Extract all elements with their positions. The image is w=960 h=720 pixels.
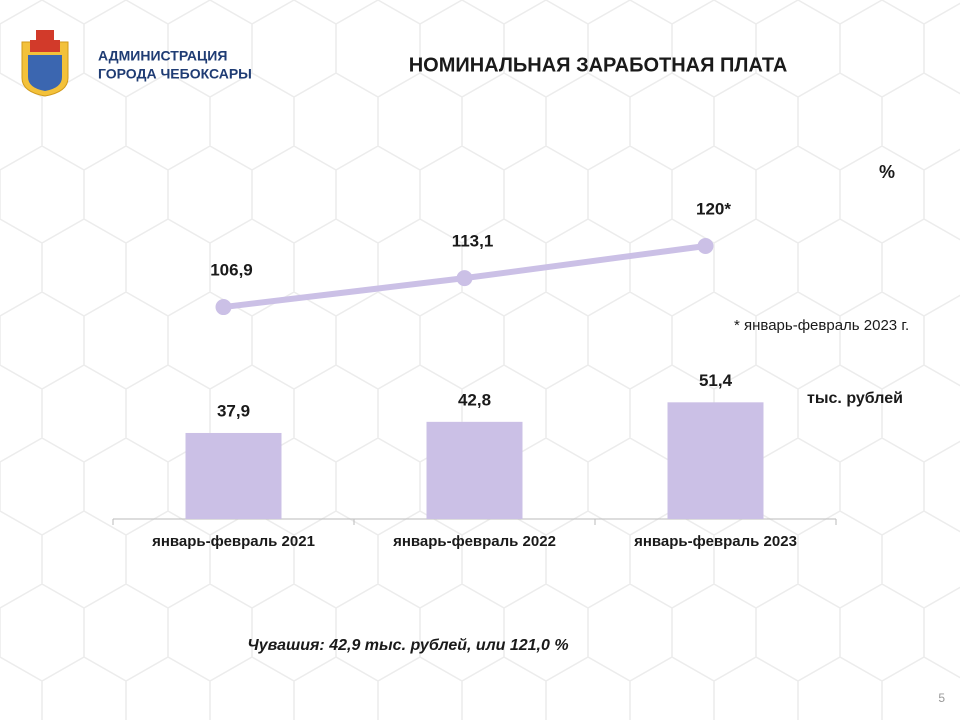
footer-note: Чувашия: 42,9 тыс. рублей, или 121,0 % xyxy=(247,637,568,654)
point xyxy=(215,299,232,316)
x-tick-label: январь-февраль 2021 xyxy=(152,533,315,550)
org-name: ГОРОДА ЧЕБОКСАРЫ xyxy=(98,66,252,82)
data-label: 42,8 xyxy=(458,390,491,409)
org-name: АДМИНИСТРАЦИЯ xyxy=(98,48,227,64)
bar xyxy=(426,421,523,519)
data-label: 120* xyxy=(696,199,731,218)
bar xyxy=(667,402,764,519)
series-unit: тыс. рублей xyxy=(807,390,903,407)
point xyxy=(697,238,714,254)
page-number: 5 xyxy=(938,691,945,705)
data-label: 106,9 xyxy=(210,261,253,280)
point xyxy=(456,270,473,287)
x-tick-label: январь-февраль 2023 xyxy=(634,533,797,550)
bar xyxy=(185,432,282,519)
x-tick-label: январь-февраль 2022 xyxy=(393,533,556,550)
series-unit: % xyxy=(879,162,895,182)
annotation: * январь-февраль 2023 г. xyxy=(734,317,909,334)
logo xyxy=(21,30,69,97)
slide-title: НОМИНАЛЬНАЯ ЗАРАБОТНАЯ ПЛАТА xyxy=(409,54,788,76)
data-label: 51,4 xyxy=(699,371,733,390)
data-label: 113,1 xyxy=(452,232,494,251)
data-label: 37,9 xyxy=(217,401,250,420)
